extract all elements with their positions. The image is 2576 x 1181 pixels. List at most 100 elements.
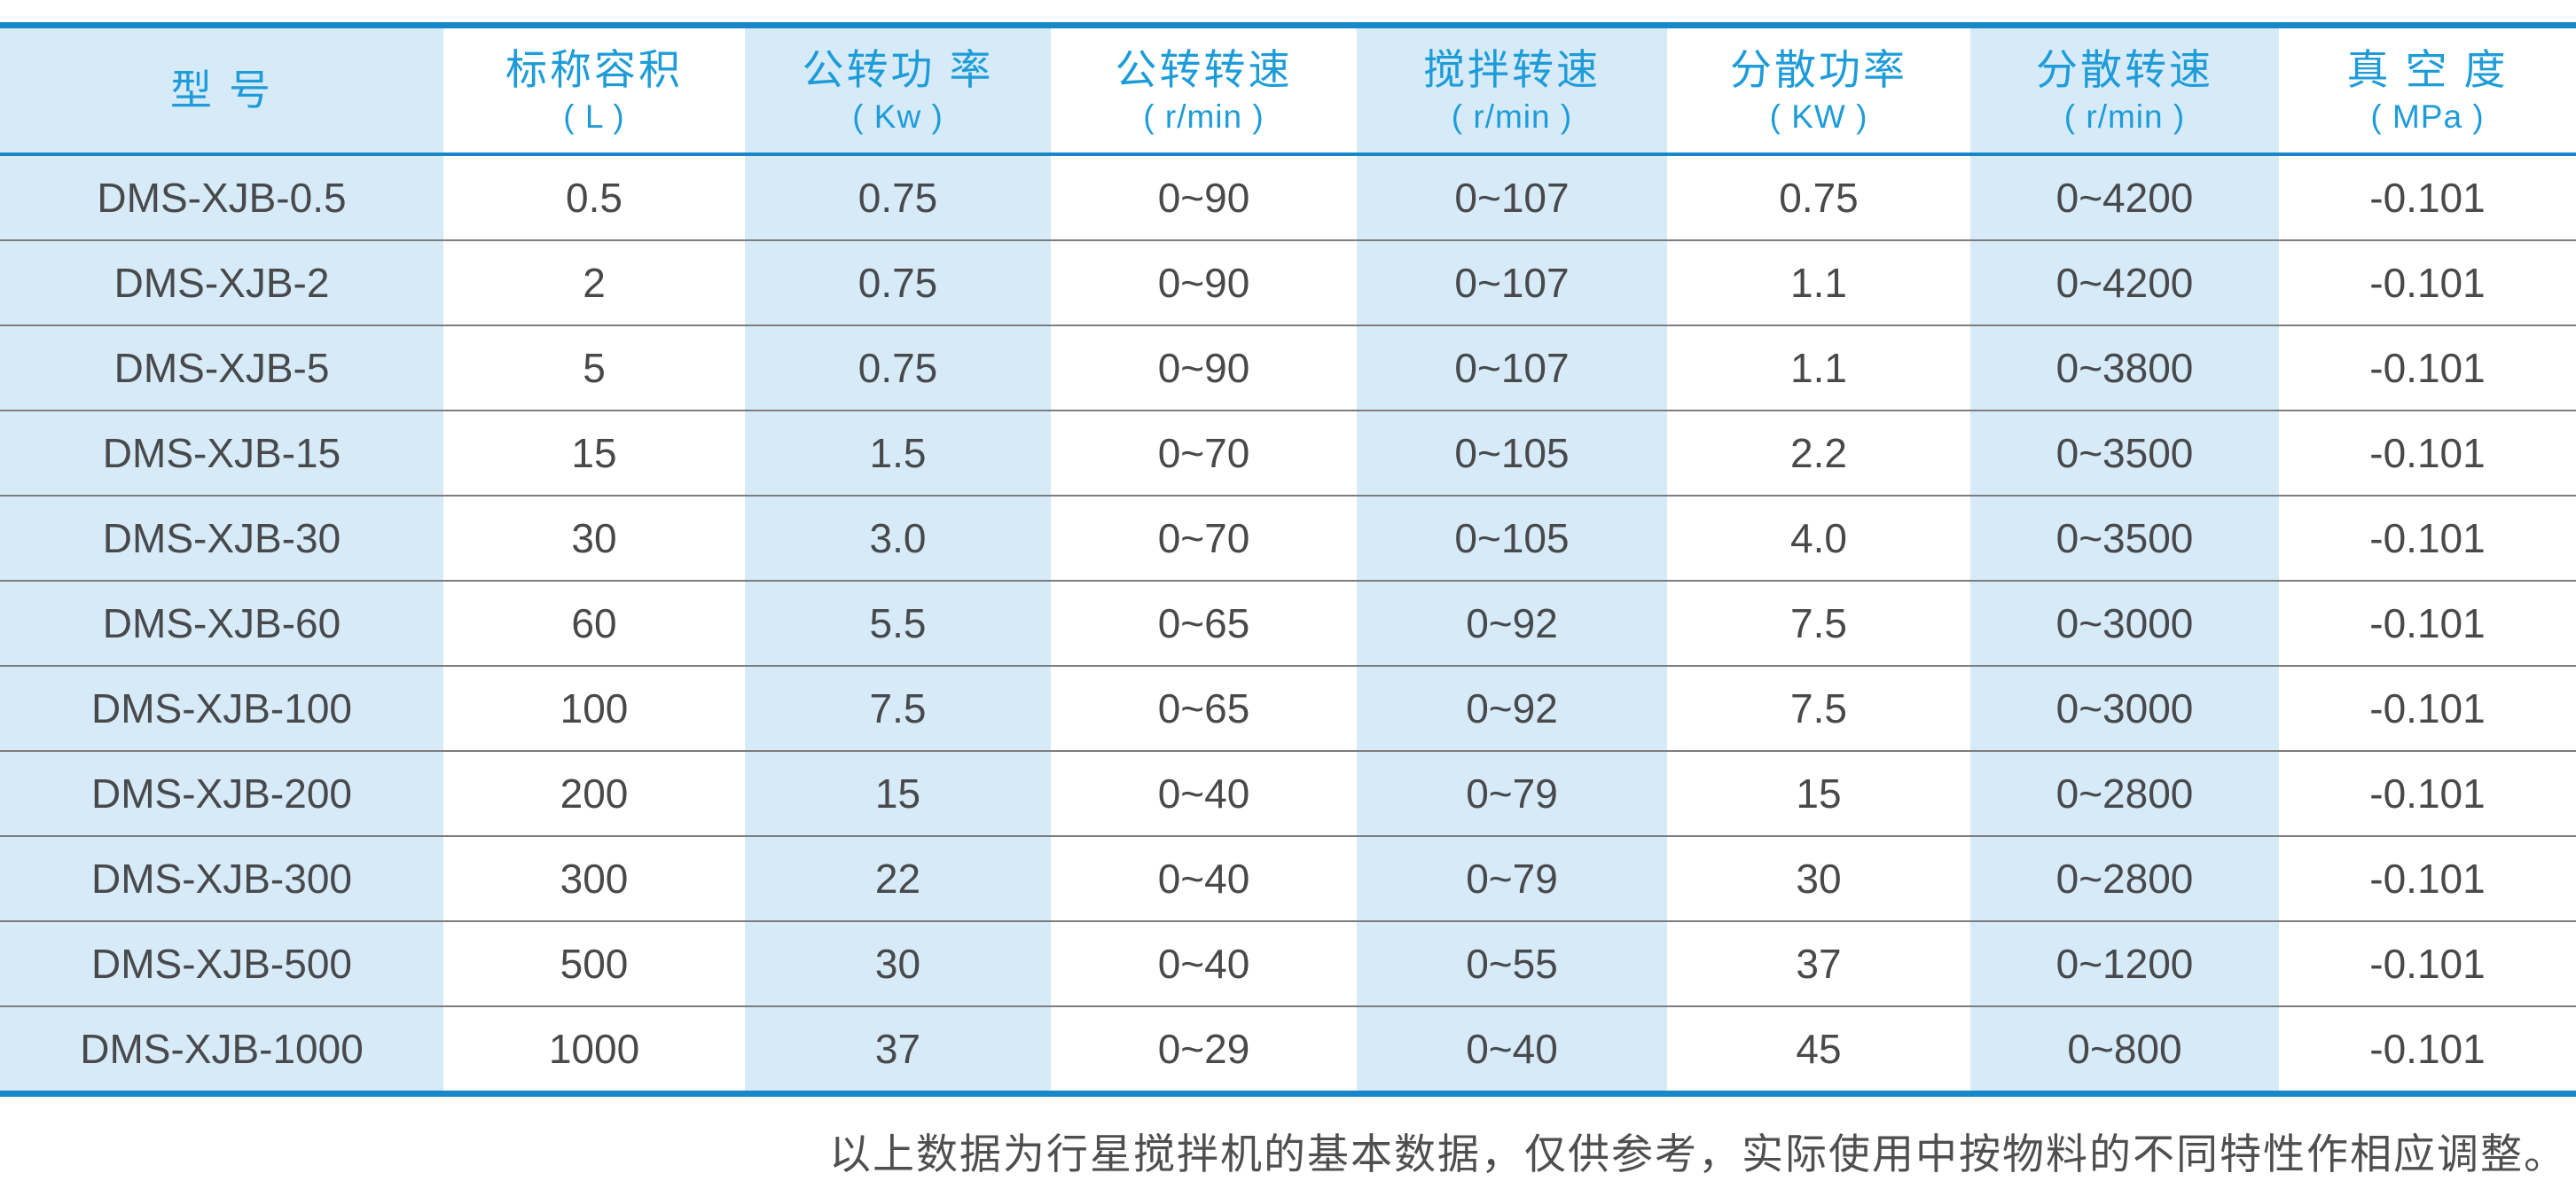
model-cell: DMS-XJB-500 <box>91 941 352 987</box>
value-cell: 0~92 <box>1466 600 1558 646</box>
col-header-revolution-power: 公转功 率 ( Kw ) <box>745 28 1051 154</box>
col-header-unit: ( L ) <box>563 98 625 135</box>
header-row: 型 号 标称容积 ( L ) 公转功 率( Kw ) 公转转速 ( r/min ) 搅拌转速… <box>0 28 2576 154</box>
model-cell: DMS-XJB-0.5 <box>97 175 347 221</box>
col-header-title: 搅拌转速 <box>1423 45 1601 93</box>
value-cell: 30 <box>571 515 617 561</box>
footnote: 以上数据为行星搅拌机的基本数据，仅供参考，实际使用中按物料的不同特性作相应调整。 <box>829 1130 2567 1179</box>
value-cell: 0.75 <box>857 345 938 391</box>
col-header-dispersion-power: 分散功率 ( KW ) <box>1667 28 1970 154</box>
value-cell: 45 <box>1796 1026 1842 1072</box>
value-cell: 0~3800 <box>2055 345 2194 391</box>
value-cell: -0.101 <box>2369 856 2486 902</box>
value-cell: 0~4200 <box>2055 260 2194 306</box>
table-row: DMS-XJB-500 500 30 0~40 0~55 37 0~1200 -0.101 <box>0 921 2576 1006</box>
col-header-nominal-capacity: 标称容积 ( L ) <box>443 28 745 154</box>
value-cell: 0~40 <box>1466 1026 1558 1072</box>
model-cell: DMS-XJB-15 <box>102 430 341 476</box>
value-cell: 30 <box>874 941 921 987</box>
value-cell: 37 <box>1796 941 1842 987</box>
value-cell: 0.75 <box>857 175 938 221</box>
table-row: DMS-XJB-60 60 5.5 0~65 0~92 7.5 0~3000 -0.101 <box>0 581 2576 666</box>
col-header-title: 分散功率 <box>1730 45 1907 93</box>
value-cell: -0.101 <box>2369 175 2486 221</box>
value-cell: 0~79 <box>1466 856 1558 902</box>
value-cell: 0~2800 <box>2055 770 2194 817</box>
value-cell: 0~40 <box>1157 770 1250 817</box>
value-cell: 0~65 <box>1157 685 1250 731</box>
value-cell: 3.0 <box>869 515 927 561</box>
value-cell: 2.2 <box>1790 430 1847 476</box>
model-cell: DMS-XJB-200 <box>91 770 352 817</box>
value-cell: 0~107 <box>1454 345 1570 391</box>
col-header-title: 型 号 <box>169 66 274 113</box>
table-row: DMS-XJB-1000 1000 37 0~29 0~40 45 0~800 -0.101 <box>0 1006 2576 1091</box>
value-cell: 7.5 <box>869 685 927 731</box>
value-cell: 60 <box>571 600 617 646</box>
value-cell: 37 <box>874 1026 921 1072</box>
value-cell: 0~800 <box>2067 1026 2182 1072</box>
value-cell: 15 <box>874 770 921 817</box>
model-cell: DMS-XJB-300 <box>91 856 352 902</box>
value-cell: 0.5 <box>566 175 622 221</box>
value-cell: 0~3000 <box>2055 685 2194 731</box>
spec-table: 型 号 标称容积 ( L ) 公转功 率( Kw ) 公转转速 ( r/min ) 搅拌转速… <box>0 28 2576 1091</box>
value-cell: 1000 <box>548 1026 640 1072</box>
value-cell: -0.101 <box>2369 600 2486 646</box>
table-row: DMS-XJB-300 300 22 0~40 0~79 30 0~2800 -0.101 <box>0 836 2576 921</box>
col-header-title: 标称容积 <box>505 45 683 93</box>
value-cell: 0.75 <box>857 260 938 306</box>
model-cell: DMS-XJB-100 <box>91 685 352 731</box>
value-cell: -0.101 <box>2369 685 2486 731</box>
value-cell: 200 <box>560 770 629 817</box>
value-cell: 0~70 <box>1157 515 1250 561</box>
table-row: DMS-XJB-0.5 0.5 0.75 0~90 0~107 0.75 0~4200 -0.… <box>0 154 2576 240</box>
value-cell: 4.0 <box>1790 515 1847 561</box>
value-cell: 7.5 <box>1790 600 1847 646</box>
value-cell: 500 <box>560 941 629 987</box>
value-cell: 7.5 <box>1790 685 1847 731</box>
col-header-model: 型 号 <box>0 28 443 154</box>
value-cell: -0.101 <box>2369 430 2486 476</box>
col-header-revolution-speed: 公转转速 ( r/min ) <box>1051 28 1357 154</box>
value-cell: 0~90 <box>1157 345 1250 391</box>
value-cell: -0.101 <box>2369 770 2486 817</box>
col-header-dispersion-speed: 分散转速 ( r/min ) <box>1970 28 2279 154</box>
col-header-unit: ( r/min ) <box>1143 98 1265 135</box>
value-cell: 22 <box>874 856 921 902</box>
model-cell: DMS-XJB-30 <box>102 515 341 561</box>
table-row: DMS-XJB-200 200 15 0~40 0~79 15 0~2800 -0.101 <box>0 751 2576 836</box>
value-cell: 2 <box>583 260 606 306</box>
table-row: DMS-XJB-5 5 0.75 0~90 0~107 1.1 0~3800 -0.101 <box>0 325 2576 411</box>
value-cell: 0~55 <box>1466 941 1558 987</box>
value-cell: 0~92 <box>1466 685 1558 731</box>
table-row: DMS-XJB-30 30 3.0 0~70 0~105 4.0 0~3500 -0.101 <box>0 496 2576 581</box>
table-header: 型 号 标称容积 ( L ) 公转功 率( Kw ) 公转转速 ( r/min ) 搅拌转速… <box>0 28 2576 154</box>
value-cell: -0.101 <box>2369 1026 2486 1072</box>
table-row: DMS-XJB-15 15 1.5 0~70 0~105 2.2 0~3500 -0.101 <box>0 411 2576 496</box>
value-cell: 0~3500 <box>2055 430 2194 476</box>
value-cell: 15 <box>1796 770 1842 817</box>
col-header-unit: ( r/min ) <box>1451 98 1573 135</box>
col-header-title: 真 空 度 <box>2346 45 2509 93</box>
value-cell: -0.101 <box>2369 345 2486 391</box>
value-cell: 0~105 <box>1454 430 1570 476</box>
value-cell: 0~65 <box>1157 600 1250 646</box>
col-header-title: 分散转速 <box>2036 45 2213 93</box>
value-cell: 0~3500 <box>2055 515 2194 561</box>
value-cell: 0~4200 <box>2055 175 2194 221</box>
value-cell: 100 <box>560 685 629 731</box>
value-cell: 0~90 <box>1157 175 1250 221</box>
col-header-title: 公转转速 <box>1115 45 1293 93</box>
value-cell: 0~107 <box>1454 175 1570 221</box>
value-cell: 5.5 <box>869 600 927 646</box>
value-cell: 0~105 <box>1454 515 1570 561</box>
col-header-unit: ( r/min ) <box>2063 98 2186 135</box>
table-top-border <box>0 22 2576 28</box>
model-cell: DMS-XJB-60 <box>102 600 341 646</box>
value-cell: 0~3000 <box>2055 600 2194 646</box>
value-cell: -0.101 <box>2369 260 2486 306</box>
value-cell: -0.101 <box>2369 941 2486 987</box>
value-cell: 0~90 <box>1157 260 1250 306</box>
value-cell: 1.1 <box>1790 345 1847 391</box>
